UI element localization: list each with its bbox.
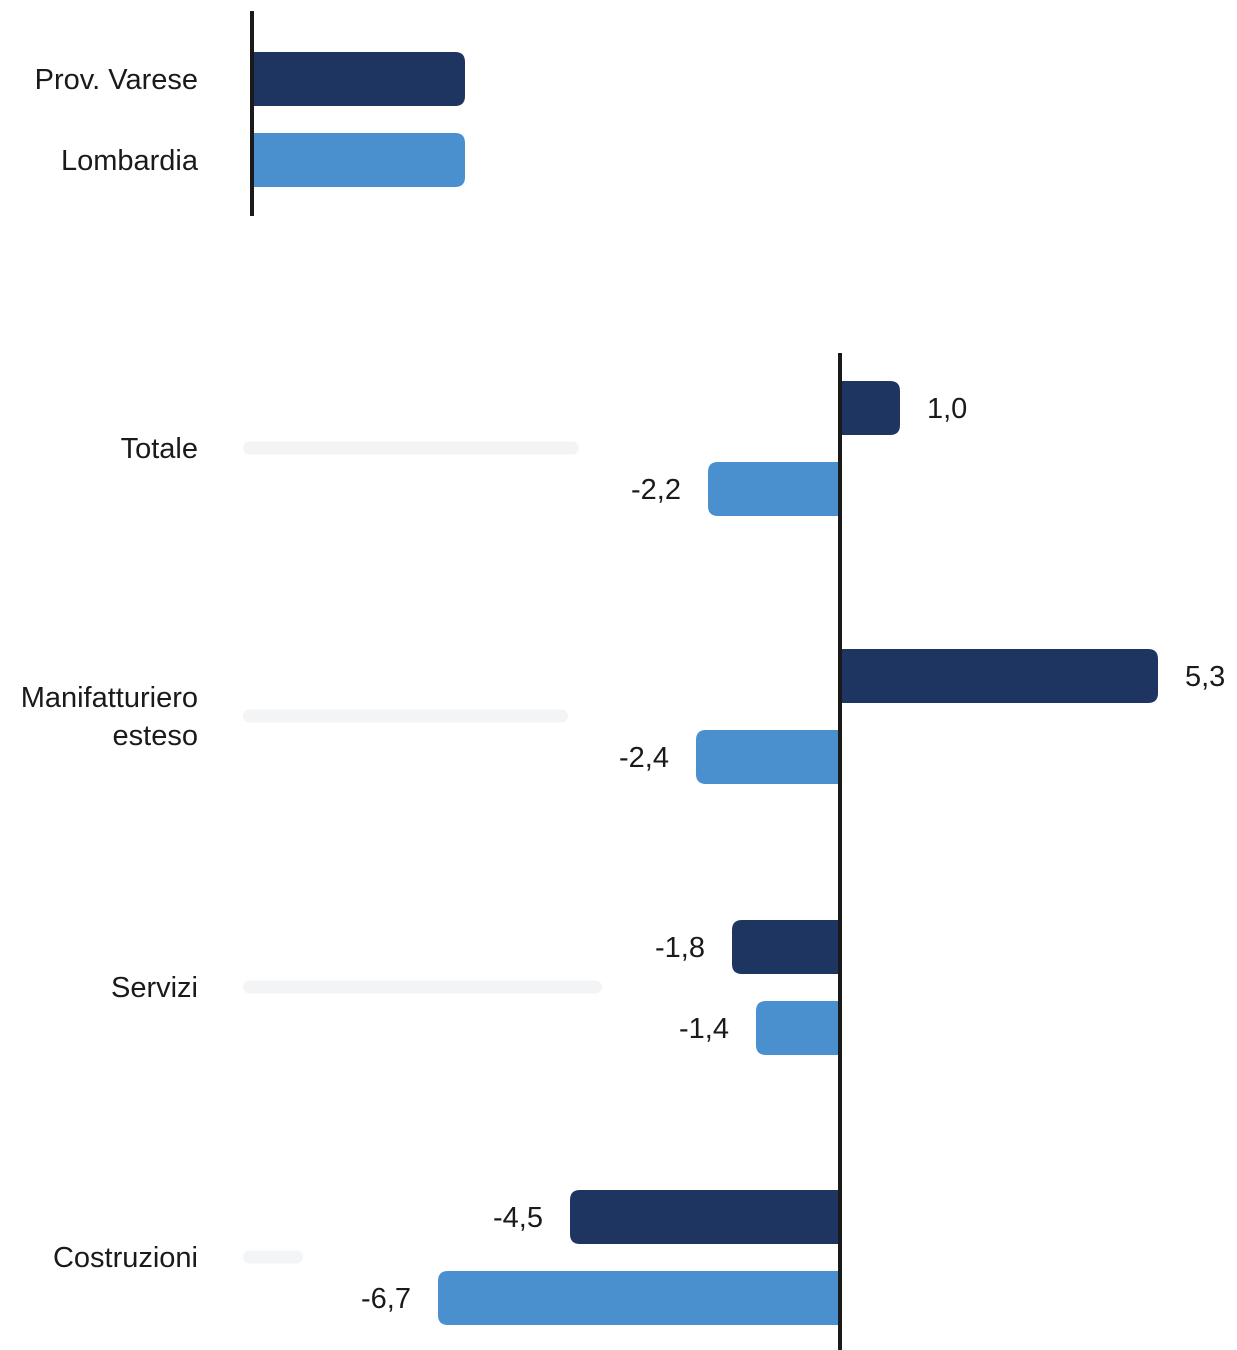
- bar-lombardia: [696, 730, 840, 784]
- legend-swatch-prov-varese: [252, 52, 465, 106]
- legend-swatch-lombardia: [252, 133, 465, 187]
- value-label: -1,8: [655, 932, 705, 964]
- category-labels: Totale Manifatturiero esteso Servizi Costruz…: [21, 433, 198, 1274]
- category-label: Costruzioni: [53, 1242, 198, 1274]
- value-label: -1,4: [679, 1013, 729, 1045]
- bar-lombardia: [756, 1001, 840, 1055]
- placeholder-bar: [243, 441, 579, 455]
- value-labels: 1,0 5,3 -1,8 -4,5 -2,2 -2,4 -1,4 -6,7: [361, 393, 1225, 1315]
- placeholder-bar: [243, 980, 602, 994]
- category-label: Totale: [121, 433, 198, 465]
- legend: Prov. Varese Lombardia: [35, 11, 465, 216]
- placeholder-bars: [243, 441, 602, 1264]
- value-label: 1,0: [927, 393, 967, 425]
- placeholder-bar: [243, 709, 568, 723]
- legend-label-lombardia: Lombardia: [61, 145, 199, 177]
- bar-lombardia: [708, 462, 840, 516]
- bar-prov-varese: [840, 381, 900, 435]
- legend-label-prov-varese: Prov. Varese: [35, 64, 198, 96]
- value-label: -6,7: [361, 1283, 411, 1315]
- category-label: Servizi: [111, 972, 198, 1004]
- category-label: esteso: [113, 720, 198, 752]
- bar-lombardia: [438, 1271, 840, 1325]
- value-label: -2,4: [619, 742, 669, 774]
- bar-prov-varese: [840, 649, 1158, 703]
- category-label: Manifatturiero: [21, 682, 198, 714]
- placeholder-bar: [243, 1250, 303, 1264]
- bars: [438, 381, 1158, 1325]
- bar-prov-varese: [732, 920, 840, 974]
- value-label: 5,3: [1185, 661, 1225, 693]
- bar-prov-varese: [570, 1190, 840, 1244]
- value-label: -4,5: [493, 1202, 543, 1234]
- value-label: -2,2: [631, 474, 681, 506]
